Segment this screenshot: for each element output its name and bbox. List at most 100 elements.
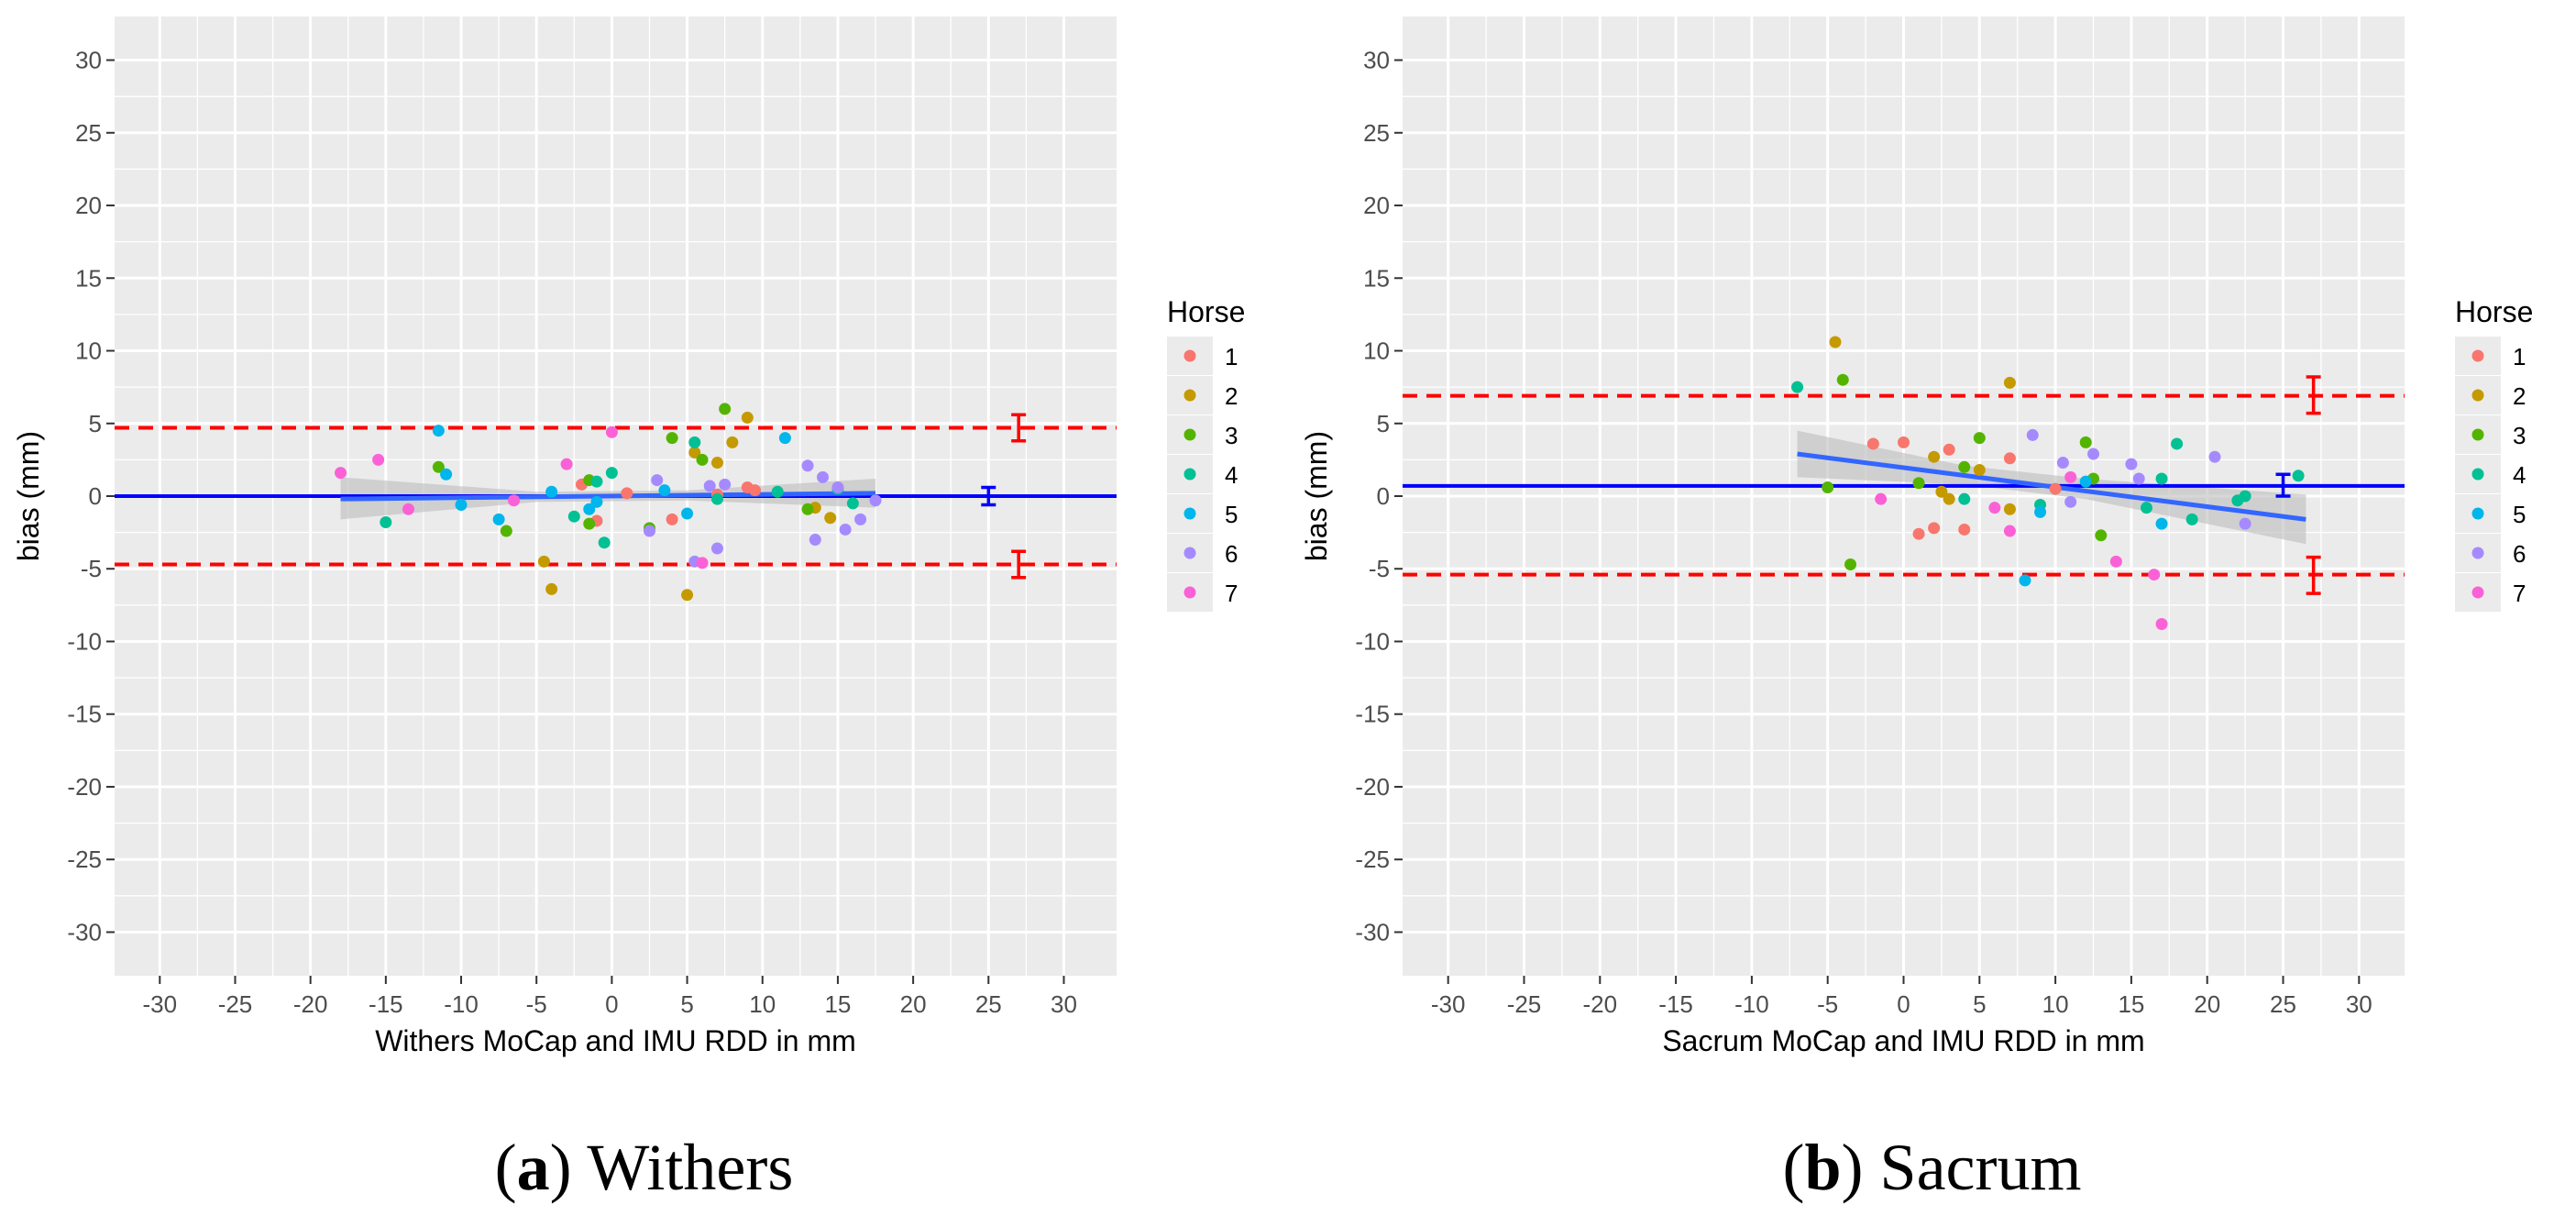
legend-swatch-horse-1: [2471, 349, 2484, 362]
y-tick-label: -15: [1355, 701, 1390, 728]
data-point-horse-1: [749, 484, 762, 497]
data-point-horse-7: [335, 467, 347, 480]
y-tick-label: -25: [1355, 846, 1390, 873]
y-tick-label: 25: [1363, 119, 1390, 147]
x-tick-label: -5: [1817, 990, 1838, 1018]
data-point-horse-3: [666, 432, 678, 445]
data-point-horse-6: [2132, 472, 2145, 485]
y-tick-label: -30: [67, 918, 102, 945]
data-point-horse-2: [741, 411, 754, 424]
data-point-horse-2: [2003, 376, 2016, 389]
legend-label: 4: [1225, 461, 1238, 489]
data-point-horse-3: [500, 525, 512, 537]
data-point-horse-7: [605, 426, 618, 438]
data-point-horse-4: [1958, 492, 1971, 505]
data-point-horse-6: [869, 494, 882, 507]
data-point-horse-4: [688, 436, 701, 448]
data-point-horse-4: [710, 492, 723, 505]
data-point-horse-5: [583, 503, 596, 515]
data-point-horse-4: [2185, 513, 2198, 525]
data-point-horse-3: [1822, 481, 1834, 493]
data-point-horse-6: [2239, 517, 2251, 530]
data-point-horse-1: [1912, 527, 1925, 540]
x-tick-label: -25: [218, 990, 253, 1018]
data-point-horse-5: [778, 432, 791, 445]
x-tick-label: -25: [1507, 990, 1542, 1018]
x-tick-label: 5: [680, 990, 693, 1018]
data-point-horse-1: [2049, 482, 2062, 495]
data-point-horse-1: [1943, 443, 1955, 456]
legend-label: 3: [1225, 422, 1238, 449]
data-point-horse-6: [2125, 458, 2138, 470]
legend-swatch-horse-1: [1183, 349, 1196, 362]
mean-bias-ci-bar: [2275, 472, 2291, 498]
y-tick-label: -15: [67, 701, 102, 728]
data-point-horse-7: [2064, 470, 2077, 483]
data-point-horse-7: [560, 458, 573, 470]
data-point-horse-1: [1928, 522, 1941, 535]
data-points: [335, 403, 882, 602]
data-point-horse-5: [545, 485, 558, 498]
data-point-horse-3: [432, 460, 445, 473]
data-point-horse-5: [2019, 574, 2031, 587]
withers-bland-altman-chart: -30 -25 -20 -15 -10 -5 0 5 10 15 20 25 30-30-25-20-1…: [12, 17, 1245, 1057]
data-point-horse-6: [2056, 457, 2069, 470]
caption-text: Withers: [587, 1131, 794, 1204]
y-tick-label: 10: [75, 337, 102, 365]
x-tick-label: -30: [1431, 990, 1466, 1018]
data-point-horse-2: [1943, 492, 1955, 505]
data-point-horse-3: [1844, 558, 1857, 570]
panel-sacrum: -30 -25 -20 -15 -10 -5 0 5 10 15 20 25 30 -30 -25 -20 -1…: [1288, 0, 2576, 1216]
data-point-horse-4: [1791, 381, 1804, 393]
x-axis-title: Withers MoCap and IMU RDD in mm: [375, 1024, 856, 1057]
data-point-horse-5: [432, 425, 445, 437]
legend-swatch-horse-7: [2471, 586, 2484, 599]
data-point-horse-4: [2292, 470, 2305, 482]
legend-swatch-horse-2: [1183, 389, 1196, 402]
data-point-horse-6: [854, 513, 867, 525]
regression-line: [340, 491, 876, 502]
y-tick-label: -20: [67, 773, 102, 801]
y-tick-label: 30: [1363, 47, 1390, 74]
legend-label: 5: [1225, 501, 1238, 528]
legend-label: 1: [2513, 343, 2526, 370]
sacrum-bland-altman-chart: -30 -25 -20 -15 -10 -5 0 5 10 15 20 25 30-30-25-20-1…: [1300, 17, 2533, 1057]
caption-letter: a: [516, 1131, 550, 1204]
legend-title: Horse: [2455, 295, 2533, 328]
legend-swatch-horse-4: [2471, 468, 2484, 481]
y-tick-label: -10: [1355, 627, 1390, 655]
data-point-horse-4: [2140, 502, 2152, 514]
data-point-horse-6: [710, 542, 723, 555]
data-point-horse-7: [2003, 525, 2016, 537]
data-point-horse-6: [816, 470, 829, 483]
legend-label: 3: [2513, 422, 2526, 449]
y-tick-label: 30: [75, 47, 102, 74]
y-tick-label: 5: [89, 410, 102, 437]
lower-loa-ci-bar: [2306, 555, 2321, 595]
data-point-horse-1: [666, 513, 678, 525]
y-tick-label: -30: [1355, 918, 1390, 945]
y-tick-label: -5: [81, 555, 102, 582]
data-point-horse-2: [537, 555, 550, 568]
x-tick-label: 10: [749, 990, 776, 1018]
data-point-horse-4: [567, 510, 580, 523]
x-tick-label: -30: [143, 990, 178, 1018]
x-tick-label: 30: [1051, 990, 1077, 1018]
data-point-horse-4: [2171, 437, 2184, 450]
data-point-horse-7: [508, 494, 521, 507]
data-point-horse-2: [1829, 336, 1842, 348]
y-tick-label: 20: [1363, 192, 1390, 219]
x-tick-label: 0: [1897, 990, 1910, 1018]
data-point-horse-5: [2155, 517, 2168, 530]
caption-text: Sacrum: [1879, 1131, 2082, 1204]
data-point-horse-2: [726, 436, 739, 448]
data-point-horse-2: [545, 582, 558, 595]
legend-swatch-horse-6: [1183, 547, 1196, 559]
x-tick-label: 5: [1973, 990, 1986, 1018]
legend-label: 2: [2513, 382, 2526, 410]
y-tick-label: 5: [1377, 410, 1390, 437]
legend-swatch-horse-5: [1183, 507, 1196, 520]
legend-label: 6: [1225, 540, 1238, 568]
data-point-horse-5: [681, 507, 694, 520]
x-tick-label: 20: [2194, 990, 2220, 1018]
